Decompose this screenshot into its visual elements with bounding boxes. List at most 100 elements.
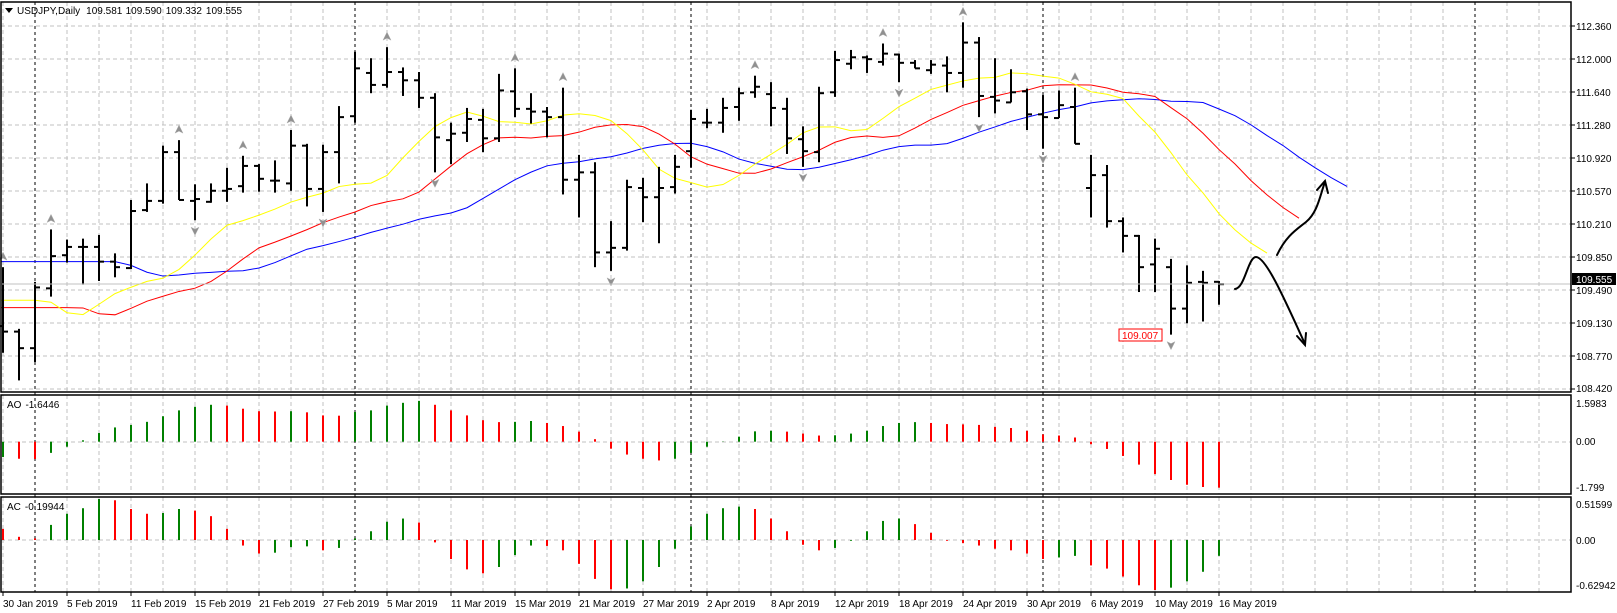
- fractal-down-arrow-icon: [606, 277, 616, 287]
- ao-axis-max: 1.5983: [1576, 399, 1607, 410]
- ohlc-bar: [654, 166, 664, 244]
- header-high: 109.590: [126, 6, 163, 17]
- ohlc-bar: [190, 184, 200, 221]
- ohlc-bar: [446, 122, 456, 165]
- ac-pane[interactable]: [0, 496, 1572, 593]
- fractal-up-arrow-icon: [286, 114, 296, 124]
- ao-pane[interactable]: [0, 394, 1572, 495]
- ohlc-bar: [174, 140, 184, 201]
- ao-axis-zero: 0.00: [1576, 437, 1596, 448]
- price-axis-label: 112.000: [1576, 55, 1612, 66]
- price-axis-label: 109.130: [1576, 319, 1613, 330]
- fractal-down-arrow-icon: [974, 123, 984, 133]
- ohlc-bar: [206, 183, 216, 203]
- time-axis-label: 12 Apr 2019: [835, 599, 889, 610]
- ohlc-bar: [782, 97, 792, 154]
- time-axis-label: 16 May 2019: [1219, 599, 1277, 610]
- ohlc-bar: [1086, 154, 1096, 218]
- fractal-up-arrow-icon: [382, 31, 392, 41]
- ohlc-bar: [30, 281, 40, 362]
- ohlc-bar: [830, 50, 840, 97]
- triangle-down-icon[interactable]: [5, 8, 13, 13]
- alligator-lips-line: [1, 72, 1268, 316]
- current-price-label: 109.555: [1576, 275, 1613, 286]
- ohlc-bar: [990, 58, 1000, 114]
- up-projection-arrow[interactable]: [1276, 181, 1326, 256]
- fractal-up-arrow-icon: [510, 52, 520, 62]
- fractal-up-arrow-icon: [878, 27, 888, 38]
- fractal-up-arrow-icon: [46, 213, 56, 223]
- ac-value: -0.19944: [25, 502, 65, 513]
- fractal-down-arrow-icon: [894, 88, 904, 98]
- price-axis-label: 108.420: [1576, 384, 1613, 395]
- ohlc-bar: [222, 167, 232, 202]
- fractal-up-arrow-icon: [750, 60, 760, 70]
- ohlc-bar: [718, 97, 728, 133]
- down-arrowhead-icon: [1296, 332, 1307, 348]
- time-axis-label: 21 Feb 2019: [259, 599, 316, 610]
- ac-axis-min: -0.62942: [1576, 581, 1616, 592]
- ao-title: AO -1.6446: [7, 400, 60, 411]
- drawn-projection-arrows[interactable]: [1234, 178, 1329, 348]
- ohlc-bar: [1038, 95, 1048, 149]
- price-axis[interactable]: 112.360 112.000 111.640 111.280 110.920 110.5…: [1571, 22, 1613, 395]
- ohlc-bar: [350, 51, 360, 123]
- fractal-up-arrow-icon: [174, 124, 184, 134]
- fractal-down-arrow-icon: [798, 173, 808, 183]
- ohlc-bar: [382, 47, 392, 88]
- ohlc-bar: [494, 73, 504, 142]
- ac-axis: 0.51599 0.00 -0.62942: [1576, 500, 1616, 592]
- price-axis-label: 111.280: [1576, 121, 1611, 132]
- time-axis-label: 30 Apr 2019: [1027, 599, 1081, 610]
- ohlc-bar: [878, 43, 888, 66]
- main-pane[interactable]: [0, 1, 1572, 393]
- fractal-up-arrow-icon: [238, 140, 248, 150]
- ohlc-bar: [78, 238, 88, 285]
- ohlc-bar: [302, 143, 312, 207]
- time-axis-label: 15 Feb 2019: [195, 599, 252, 610]
- ao-value: -1.6446: [25, 400, 59, 411]
- down-projection-arrow[interactable]: [1234, 255, 1306, 345]
- ohlc-bar: [238, 155, 248, 193]
- ohlc-bar: [942, 56, 952, 93]
- ohlc-bar: [1182, 265, 1192, 324]
- ao-axis-min: -1.799: [1576, 483, 1605, 494]
- header-close: 109.555: [206, 6, 243, 17]
- ohlc-bar: [94, 234, 104, 281]
- fractal-up-arrow-icon: [558, 72, 568, 82]
- ohlc-bar: [142, 183, 152, 212]
- time-axis-label: 11 Feb 2019: [131, 599, 187, 610]
- price-axis-label: 110.210: [1576, 220, 1612, 231]
- ohlc-bar: [558, 87, 568, 195]
- time-axis-label: 27 Mar 2019: [643, 599, 700, 610]
- ohlc-bar: [734, 87, 744, 121]
- fractal-up-arrow-icon: [958, 6, 968, 16]
- fractal-down-arrow-icon: [318, 218, 328, 228]
- price-axis-label: 110.920: [1576, 154, 1612, 165]
- ohlc-bar: [1102, 164, 1112, 228]
- low-price-marker: 109.007: [1118, 328, 1163, 342]
- ohlc-bar: [638, 177, 648, 223]
- time-axis-label: 2 Apr 2019: [707, 599, 756, 610]
- ohlc-bar: [1166, 258, 1176, 335]
- time-axis-label: 15 Mar 2019: [515, 599, 572, 610]
- fractal-down-arrow-icon: [190, 226, 200, 236]
- ohlc-bar: [126, 199, 136, 270]
- time-axis-label: 21 Mar 2019: [579, 599, 636, 610]
- time-axis-label: 8 Apr 2019: [771, 599, 820, 610]
- ohlc-bar: [270, 160, 280, 193]
- time-axis[interactable]: 30 Jan 2019 5 Feb 2019 11 Feb 2019 15 Feb 2…: [2, 592, 1277, 610]
- header-open: 109.581: [86, 6, 123, 17]
- price-bars: [0, 22, 1224, 381]
- ohlc-bar: [414, 72, 424, 108]
- ohlc-bar: [1198, 270, 1208, 322]
- ohlc-bar: [590, 162, 600, 268]
- ac-axis-zero: 0.00: [1576, 536, 1596, 547]
- ohlc-bar: [1134, 234, 1144, 293]
- ohlc-bar: [814, 86, 824, 163]
- ohlc-bar: [750, 75, 760, 98]
- ohlc-bar: [478, 108, 488, 153]
- ohlc-bar: [622, 179, 632, 251]
- symbol-timeframe: USDJPY,Daily: [17, 6, 80, 17]
